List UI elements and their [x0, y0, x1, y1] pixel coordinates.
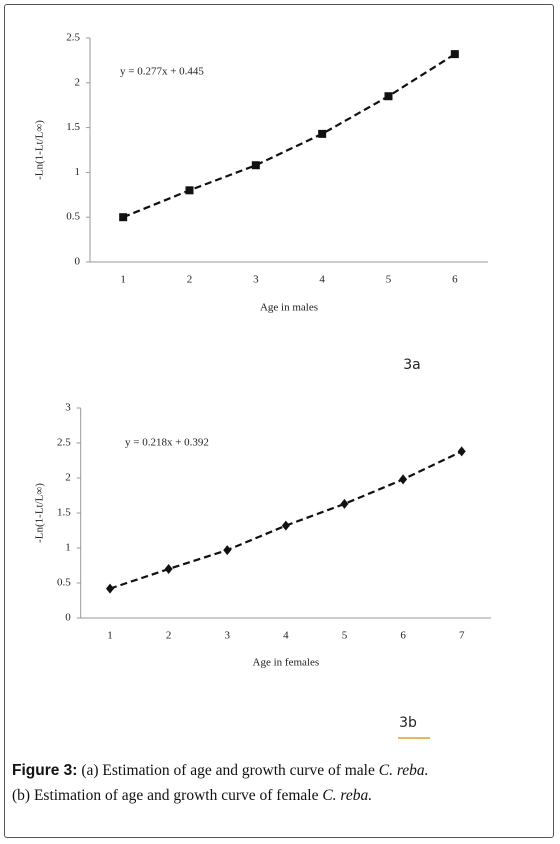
- caption-text: (a) Estimation of age and growth curve o…: [81, 762, 375, 779]
- trend-line: [109, 450, 463, 590]
- y-tick-label: 0.5: [57, 577, 71, 589]
- x-axis-label: Age in females: [253, 657, 320, 669]
- marker: [384, 92, 393, 101]
- x-tick-label: 2: [166, 630, 172, 642]
- y-tick-label: 1.5: [57, 507, 71, 519]
- y-tick-label: 3: [65, 402, 71, 414]
- marker: [318, 129, 327, 138]
- marker: [223, 545, 232, 556]
- panel-label: 3b: [399, 715, 417, 731]
- caption-line: Figure 3: (a) Estimation of age and grow…: [12, 758, 552, 783]
- marker: [185, 186, 194, 195]
- x-tick-label: 3: [253, 274, 259, 286]
- x-tick-label: 2: [187, 274, 193, 286]
- x-tick-label: 1: [120, 274, 126, 286]
- figure: 0 0.5 1 1.5 2 2.5 1 2 3 4 5 6 Age in males -Ln(1-Lt/L…: [34, 32, 491, 739]
- y-axis-label: -Ln(1-Lt/L∞): [34, 483, 46, 543]
- y-tick-label: 2: [65, 472, 71, 484]
- y-tick-label: 1: [65, 542, 71, 554]
- marker: [164, 564, 173, 574]
- y-tick-label: 1: [75, 166, 81, 178]
- caption-line: (b) Estimation of age and growth curve o…: [12, 783, 552, 808]
- species: C. reba.: [322, 787, 373, 804]
- caption: Figure 3: (a) Estimation of age and grow…: [12, 758, 552, 808]
- marker: [399, 474, 408, 485]
- x-tick-label: 1: [107, 630, 113, 642]
- x-axis-label: Age in males: [260, 302, 318, 314]
- marker: [457, 446, 466, 457]
- x-tick-label: 5: [386, 274, 392, 286]
- x-tick-label: 4: [319, 274, 325, 286]
- marker: [340, 498, 349, 509]
- x-tick-label: 4: [283, 630, 289, 642]
- y-tick-label: 2: [75, 76, 81, 88]
- x-tick-label: 6: [400, 630, 406, 642]
- marker: [106, 583, 115, 594]
- y-tick-label: 2.5: [66, 32, 80, 44]
- x-tick-label: 3: [224, 630, 230, 642]
- x-tick-label: 5: [342, 630, 348, 642]
- species: C. reba.: [378, 762, 429, 779]
- caption-label: Figure 3:: [12, 762, 78, 779]
- trend-line: [122, 53, 456, 219]
- caption-text: (b) Estimation of age and growth curve o…: [12, 787, 319, 804]
- equation: y = 0.277x + 0.445: [120, 66, 204, 78]
- marker: [119, 213, 128, 222]
- y-tick-label: 0: [65, 612, 71, 624]
- marker: [251, 161, 260, 170]
- y-tick-label: 0.5: [66, 211, 80, 223]
- y-tick-label: 1.5: [66, 121, 80, 133]
- x-tick-label: 6: [452, 274, 458, 286]
- panel-label: 3a: [403, 357, 421, 373]
- figure-frame: [4, 4, 554, 838]
- y-tick-label: 2.5: [57, 437, 71, 449]
- y-axis-label: -Ln(1-Lt/L∞): [34, 120, 46, 180]
- equation: y = 0.218x + 0.392: [125, 437, 209, 449]
- marker: [281, 520, 290, 531]
- x-tick-label: 7: [459, 630, 465, 642]
- y-tick-label: 0: [75, 256, 81, 268]
- marker: [450, 50, 459, 59]
